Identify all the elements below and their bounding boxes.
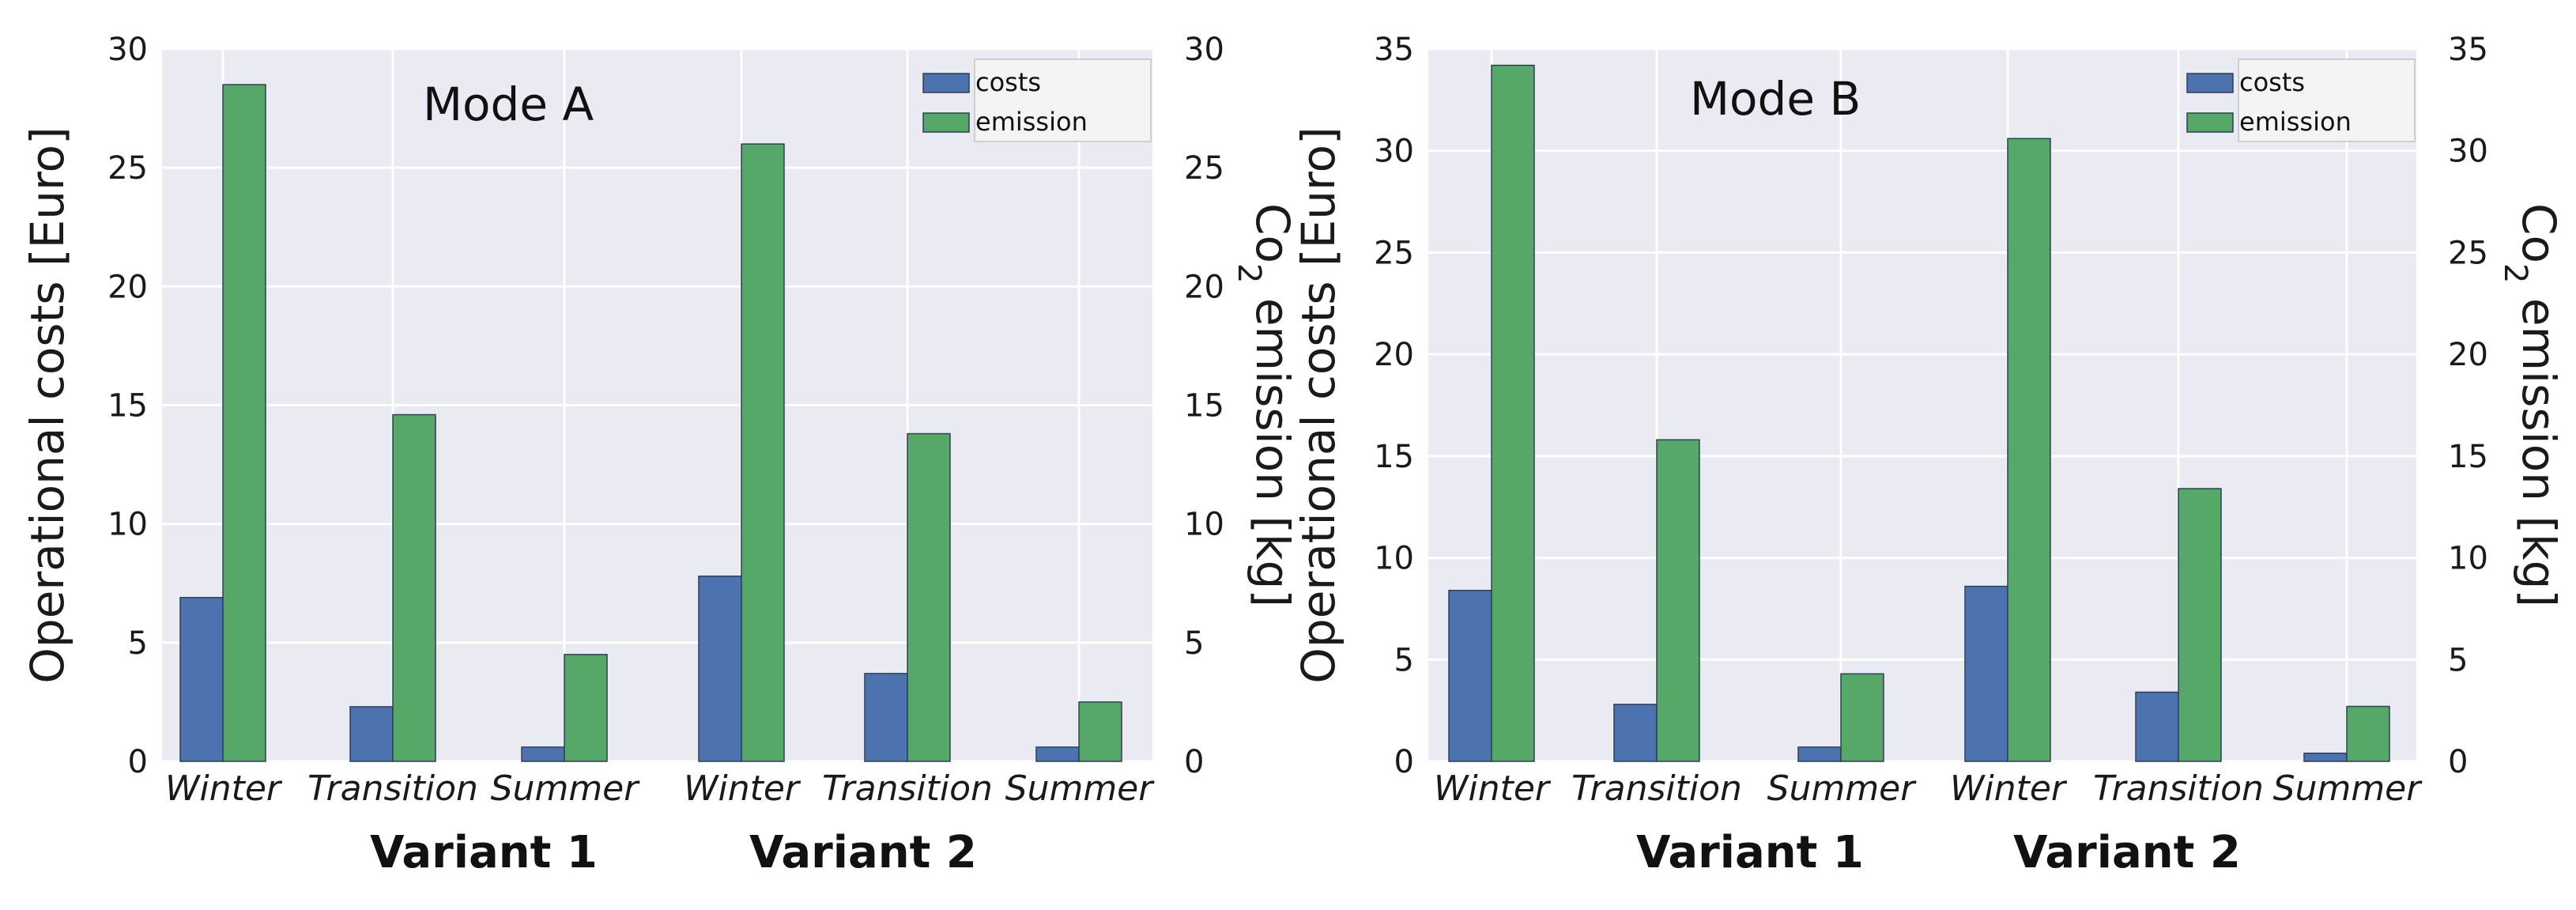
emission-bar	[741, 143, 785, 762]
legend-swatch-costs	[2186, 73, 2234, 93]
costs-bar	[2303, 752, 2348, 762]
costs-bar	[179, 597, 224, 762]
legend-swatch-emission	[922, 112, 970, 133]
y-right-tick-label: 30	[1184, 32, 1224, 68]
costs-bar	[1964, 585, 2008, 762]
emission-bar	[564, 654, 608, 762]
y-right-tick-label: 5	[2448, 642, 2468, 678]
y-tick-label: 30	[1374, 134, 1414, 170]
costs-bar	[1613, 704, 1658, 762]
costs-bar	[349, 706, 394, 762]
y-axis-label: Operational costs [Euro]	[21, 126, 74, 683]
emission-bar	[907, 432, 951, 762]
x-tick-label: Summer	[2273, 768, 2423, 809]
costs-bar	[1448, 590, 1492, 762]
x-tick-label: Winter	[1434, 768, 1552, 809]
y-tick-label: 20	[1374, 337, 1414, 373]
x-tick-label: Transition	[822, 768, 993, 809]
x-tick-label: Summer	[1767, 768, 1918, 809]
x-tick-label: Transition	[1571, 768, 1742, 809]
y-right-tick-label: 0	[2448, 744, 2468, 780]
costs-bar	[2135, 691, 2179, 762]
emission-bar	[1840, 673, 1884, 762]
y-right-tick-label: 25	[2448, 235, 2488, 271]
y-right-tick-label: 30	[2448, 134, 2488, 170]
costs-bar	[521, 746, 565, 762]
y-right-tick-label: 10	[2448, 541, 2488, 577]
emission-bar	[2346, 705, 2390, 762]
costs-bar	[1035, 746, 1080, 762]
y-tick-label: 30	[107, 32, 148, 68]
emission-bar	[392, 413, 436, 762]
y-right-tick-label: 15	[1184, 388, 1224, 425]
group-label: Variant 2	[749, 827, 977, 878]
y-tick-label: 10	[107, 507, 148, 543]
y-tick-label: 35	[1374, 32, 1414, 68]
emission-bar	[1078, 701, 1122, 762]
emission-bar	[1656, 439, 1700, 762]
y-right-tick-label: 35	[2448, 32, 2488, 68]
y-tick-label: 0	[1394, 744, 1414, 780]
group-label: Variant 1	[1636, 827, 1864, 878]
y-right-tick-label: 15	[2448, 439, 2488, 475]
y-tick-label: 25	[1374, 235, 1414, 271]
y-tick-label: 5	[128, 625, 148, 662]
legend-label-costs: costs	[2239, 67, 2305, 97]
x-tick-label: Winter	[165, 768, 283, 809]
plot-area	[1428, 49, 2416, 761]
chart-title: Mode A	[423, 77, 594, 131]
y-tick-label: 0	[128, 744, 148, 780]
y-right-tick-label: 0	[1184, 744, 1204, 780]
y-axis-label: Operational costs [Euro]	[1292, 126, 1345, 683]
y-tick-label: 15	[107, 388, 148, 425]
y-right-tick-label: 25	[1184, 150, 1224, 187]
y-right-axis-label: Co2 emission [kg]	[1231, 203, 1299, 607]
y-tick-label: 10	[1374, 541, 1414, 577]
y-right-tick-label: 10	[1184, 507, 1224, 543]
emission-bar	[2007, 138, 2051, 762]
y-tick-label: 5	[1394, 642, 1414, 678]
y-right-tick-label: 20	[1184, 269, 1224, 305]
emission-bar	[222, 84, 266, 762]
chart-mode-a: 0 5 10 15 20 25 30 0 5 10 15 20 25 30 Winter Transition…	[21, 32, 1299, 878]
costs-bar	[698, 575, 742, 762]
costs-bar	[864, 673, 908, 762]
y-right-tick-label: 20	[2448, 337, 2488, 373]
emission-bar	[1491, 64, 1535, 762]
y-right-axis-label: Co2 emission [kg]	[2497, 203, 2566, 607]
legend-swatch-costs	[922, 73, 970, 93]
legend-box	[2238, 59, 2416, 142]
chart-mode-b: 0 5 10 15 20 25 30 35 0 5 10 15 20 25 30 35 Winter Transi…	[1292, 32, 2566, 878]
legend-label-costs: costs	[975, 67, 1041, 97]
y-tick-label: 20	[107, 269, 148, 305]
x-tick-label: Transition	[307, 768, 478, 809]
x-tick-label: Summer	[1005, 768, 1156, 809]
legend-label-emission: emission	[2239, 107, 2352, 137]
legend-label-emission: emission	[975, 107, 1088, 137]
x-tick-label: Transition	[2093, 768, 2264, 809]
emission-bar	[2178, 488, 2222, 762]
x-tick-label: Summer	[491, 768, 641, 809]
y-right-tick-label: 5	[1184, 625, 1204, 662]
y-tick-label: 15	[1374, 439, 1414, 475]
costs-bar	[1797, 746, 1842, 762]
legend-box	[974, 59, 1152, 142]
x-tick-label: Winter	[1950, 768, 2068, 809]
x-tick-label: Winter	[684, 768, 801, 809]
chart-title: Mode B	[1690, 72, 1861, 126]
group-label: Variant 2	[2013, 827, 2241, 878]
legend-swatch-emission	[2186, 112, 2234, 133]
group-label: Variant 1	[370, 827, 598, 878]
y-tick-label: 25	[107, 150, 148, 187]
